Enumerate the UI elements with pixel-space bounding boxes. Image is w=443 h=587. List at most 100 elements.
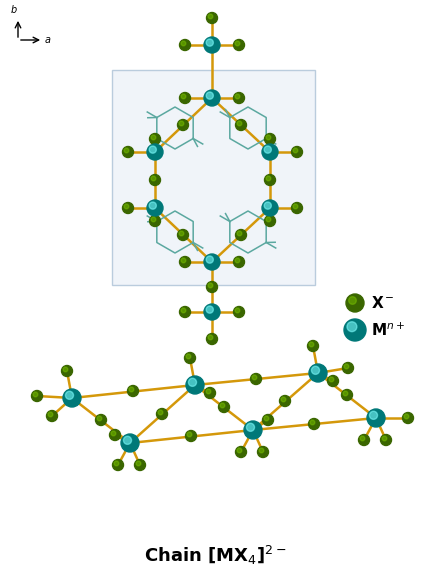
Ellipse shape — [179, 257, 190, 268]
Ellipse shape — [124, 148, 129, 153]
Ellipse shape — [179, 306, 190, 318]
Ellipse shape — [403, 413, 413, 423]
Ellipse shape — [181, 94, 186, 99]
Ellipse shape — [237, 448, 242, 453]
Ellipse shape — [382, 436, 387, 441]
Ellipse shape — [204, 254, 220, 270]
Ellipse shape — [128, 386, 139, 396]
Ellipse shape — [235, 41, 240, 46]
Ellipse shape — [327, 376, 338, 386]
Ellipse shape — [151, 176, 156, 181]
Ellipse shape — [280, 396, 291, 407]
Ellipse shape — [233, 306, 245, 318]
Ellipse shape — [186, 376, 204, 394]
Ellipse shape — [266, 176, 271, 181]
Ellipse shape — [262, 144, 278, 160]
Ellipse shape — [151, 217, 156, 222]
Ellipse shape — [179, 39, 190, 50]
Ellipse shape — [233, 93, 245, 103]
Ellipse shape — [204, 90, 220, 106]
Ellipse shape — [206, 333, 218, 345]
Ellipse shape — [360, 436, 365, 441]
Text: b: b — [11, 5, 17, 15]
Ellipse shape — [178, 230, 189, 241]
Ellipse shape — [264, 133, 276, 144]
Ellipse shape — [342, 390, 353, 400]
Ellipse shape — [404, 414, 409, 419]
Ellipse shape — [66, 392, 74, 399]
Ellipse shape — [147, 200, 163, 216]
Ellipse shape — [208, 14, 213, 19]
Ellipse shape — [206, 256, 214, 263]
Ellipse shape — [263, 414, 273, 426]
Ellipse shape — [179, 121, 184, 126]
Ellipse shape — [123, 147, 133, 157]
Ellipse shape — [309, 342, 314, 347]
Ellipse shape — [281, 397, 286, 402]
Ellipse shape — [291, 203, 303, 214]
Ellipse shape — [204, 37, 220, 53]
Ellipse shape — [291, 147, 303, 157]
Ellipse shape — [205, 387, 215, 399]
Ellipse shape — [121, 434, 139, 452]
Ellipse shape — [149, 146, 156, 153]
Ellipse shape — [179, 93, 190, 103]
Ellipse shape — [264, 174, 276, 185]
Ellipse shape — [257, 447, 268, 457]
Ellipse shape — [344, 364, 349, 369]
Ellipse shape — [31, 390, 43, 402]
Ellipse shape — [97, 416, 102, 421]
Ellipse shape — [293, 204, 298, 209]
Ellipse shape — [235, 308, 240, 313]
Ellipse shape — [181, 41, 186, 46]
Ellipse shape — [186, 354, 191, 359]
Ellipse shape — [129, 387, 134, 392]
Ellipse shape — [307, 340, 319, 352]
Ellipse shape — [208, 335, 213, 340]
Ellipse shape — [220, 403, 225, 408]
Ellipse shape — [206, 282, 218, 292]
Ellipse shape — [206, 12, 218, 23]
Ellipse shape — [206, 306, 214, 313]
Ellipse shape — [156, 409, 167, 420]
Ellipse shape — [262, 200, 278, 216]
Ellipse shape — [236, 447, 246, 457]
Ellipse shape — [147, 144, 163, 160]
Bar — [112, 70, 315, 285]
Ellipse shape — [250, 373, 261, 384]
Ellipse shape — [369, 411, 377, 419]
Ellipse shape — [293, 148, 298, 153]
Ellipse shape — [347, 322, 357, 332]
Ellipse shape — [181, 308, 186, 313]
Ellipse shape — [233, 39, 245, 50]
Ellipse shape — [264, 146, 272, 153]
Ellipse shape — [149, 202, 156, 209]
Ellipse shape — [135, 460, 145, 471]
Ellipse shape — [113, 460, 124, 471]
Ellipse shape — [266, 135, 271, 140]
Ellipse shape — [237, 121, 242, 126]
Ellipse shape — [264, 202, 272, 209]
Ellipse shape — [358, 434, 369, 446]
Ellipse shape — [47, 410, 58, 421]
Ellipse shape — [235, 94, 240, 99]
Ellipse shape — [62, 366, 73, 376]
Ellipse shape — [329, 377, 334, 382]
Ellipse shape — [343, 391, 348, 396]
Ellipse shape — [48, 412, 53, 417]
Ellipse shape — [246, 423, 255, 431]
Ellipse shape — [111, 431, 116, 436]
Ellipse shape — [342, 363, 354, 373]
Ellipse shape — [151, 135, 156, 140]
Ellipse shape — [236, 120, 246, 130]
Ellipse shape — [114, 461, 119, 466]
Ellipse shape — [311, 366, 319, 375]
Ellipse shape — [206, 389, 211, 394]
Ellipse shape — [206, 39, 214, 46]
Ellipse shape — [123, 203, 133, 214]
Ellipse shape — [178, 120, 189, 130]
Ellipse shape — [136, 461, 141, 466]
Ellipse shape — [158, 410, 163, 415]
Ellipse shape — [237, 231, 242, 236]
Ellipse shape — [124, 436, 132, 444]
